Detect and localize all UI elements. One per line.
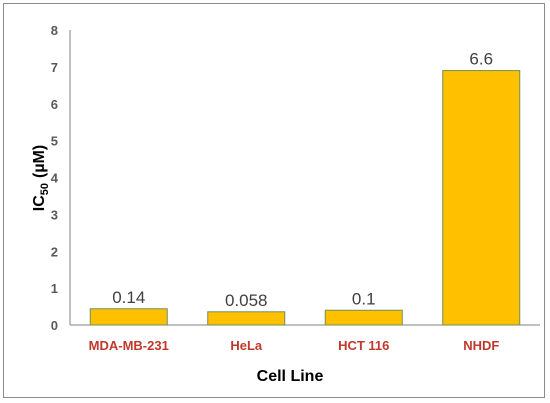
y-axis-title-subscript: 50 (39, 183, 51, 195)
bar-3 (442, 70, 521, 326)
y-tick-labels: 0 1 2 3 4 5 6 7 8 (51, 23, 59, 333)
data-label-3: 6.6 (469, 50, 493, 69)
data-label-2: 0.1 (352, 289, 376, 308)
category-label-3: NHDF (463, 338, 499, 353)
y-axis-title-main: IC (31, 195, 48, 211)
y-tick-label-2: 2 (51, 244, 58, 259)
y-tick-label-6: 6 (51, 97, 58, 112)
data-labels: 0.14 0.058 0.1 6.6 (112, 50, 493, 310)
bar-0 (89, 308, 168, 326)
bar-1 (207, 311, 286, 326)
y-tick-label-1: 1 (51, 281, 58, 296)
category-label-0: MDA-MB-231 (89, 338, 169, 353)
chart-frame (3, 3, 545, 398)
category-label-1: HeLa (230, 338, 263, 353)
x-axis-title: Cell Line (257, 368, 324, 385)
category-label-2: HCT 116 (338, 338, 389, 353)
y-axis-title: IC50 (µM) (31, 145, 51, 211)
data-label-0: 0.14 (112, 288, 145, 307)
y-tick-label-7: 7 (51, 60, 58, 75)
bar-2 (324, 309, 403, 326)
bars (89, 70, 521, 326)
category-labels: MDA-MB-231 HeLa HCT 116 NHDF (89, 338, 500, 353)
y-tick-label-8: 8 (51, 23, 58, 38)
y-axis-title-unit: (µM) (31, 145, 48, 178)
y-tick-label-0: 0 (51, 318, 58, 333)
svg-text:IC50(µM): IC50 (µM) (31, 145, 51, 211)
y-tick-label-5: 5 (51, 134, 58, 149)
y-tick-label-4: 4 (51, 171, 59, 186)
data-label-1: 0.058 (225, 291, 268, 310)
y-tick-label-3: 3 (51, 207, 58, 222)
